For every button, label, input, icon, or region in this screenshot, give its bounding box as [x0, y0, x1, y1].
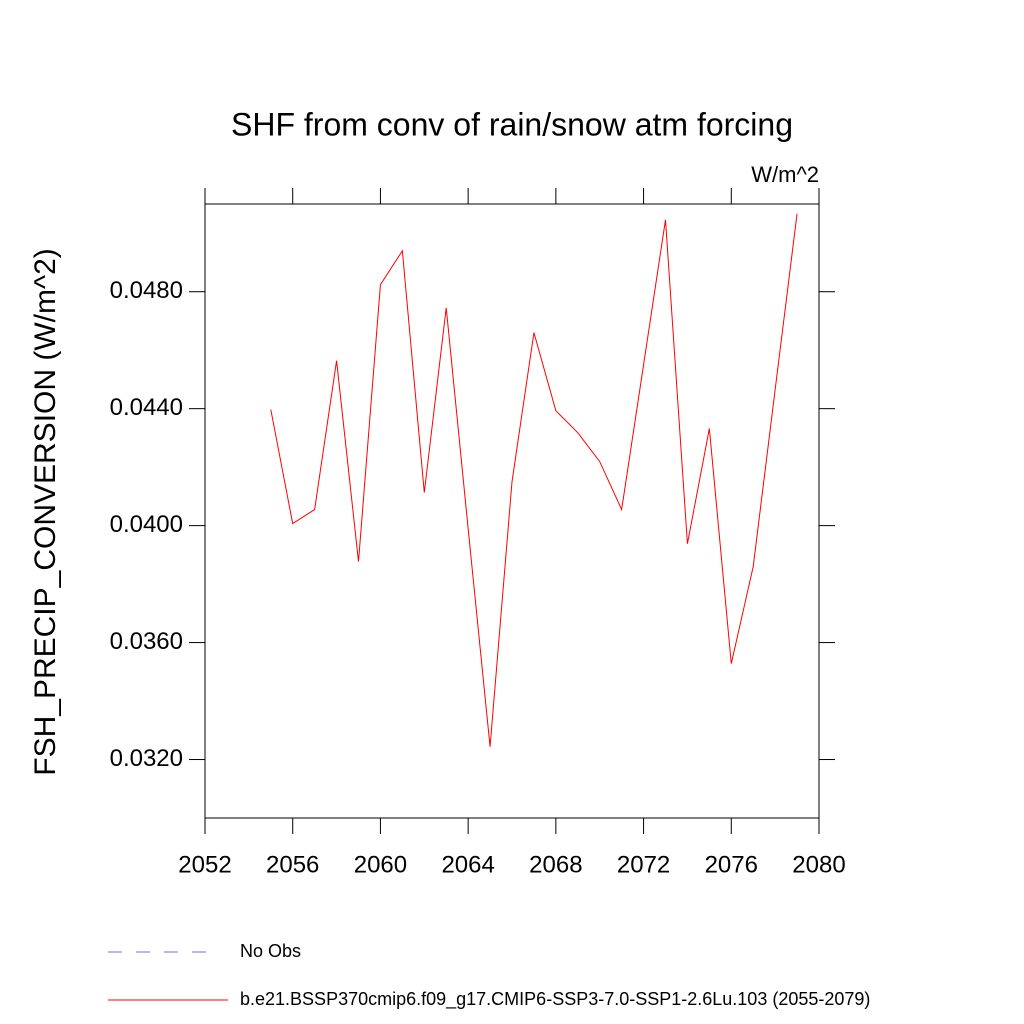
- y-axis-label: FSH_PRECIP_CONVERSION (W/m^2): [29, 248, 62, 775]
- data-line: [270, 213, 798, 747]
- plot-frame: [204, 203, 820, 819]
- y-tick-label: 0.0360: [110, 628, 183, 655]
- x-tick-label: 2064: [441, 851, 494, 878]
- x-tick-label: 2068: [529, 851, 582, 878]
- y-tick-label: 0.0400: [110, 511, 183, 538]
- legend-label: No Obs: [240, 941, 301, 961]
- y-tick-label: 0.0480: [110, 277, 183, 304]
- x-tick-label: 2080: [792, 851, 845, 878]
- x-tick-label: 2076: [705, 851, 758, 878]
- x-tick-label: 2060: [354, 851, 407, 878]
- y-tick-label: 0.0320: [110, 745, 183, 772]
- units-label: W/m^2: [751, 162, 819, 187]
- x-tick-label: 2052: [178, 851, 231, 878]
- chart-title: SHF from conv of rain/snow atm forcing: [231, 106, 793, 142]
- x-tick-label: 2072: [617, 851, 670, 878]
- x-tick-label: 2056: [266, 851, 319, 878]
- legend-label: b.e21.BSSP370cmip6.f09_g17.CMIP6-SSP3-7.…: [240, 989, 870, 1010]
- y-tick-label: 0.0440: [110, 394, 183, 421]
